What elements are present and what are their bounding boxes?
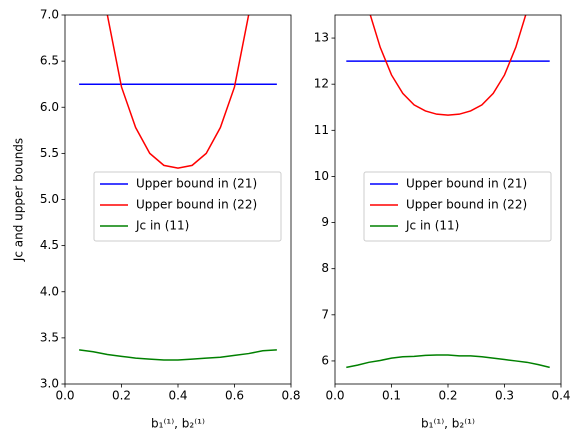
x-axis-label: b₁⁽¹⁾, b₂⁽¹⁾ [421,417,475,431]
y-tick-label: 10 [314,169,329,183]
legend-label: Jc in (11) [405,219,459,233]
x-tick-label: 0.2 [438,389,457,403]
legend-label: Upper bound in (22) [136,198,257,212]
y-tick-label: 6.0 [40,100,59,114]
x-tick-label: 0.4 [551,389,570,403]
y-tick-label: 5.5 [40,146,59,160]
x-tick-label: 0.1 [382,389,401,403]
x-tick-label: 0.0 [325,389,344,403]
y-tick-label: 6.5 [40,54,59,68]
series-line [79,349,277,361]
y-tick-label: 6 [321,353,329,367]
y-tick-label: 4.0 [40,284,59,298]
y-axis-label: Jc and upper bounds [12,138,26,262]
x-axis-label: b₁⁽¹⁾, b₂⁽¹⁾ [151,417,205,431]
x-tick-label: 0.4 [168,389,187,403]
y-tick-label: 9 [321,215,329,229]
y-tick-label: 7 [321,307,329,321]
y-tick-label: 13 [314,31,329,45]
y-tick-label: 3.5 [40,330,59,344]
y-tick-label: 8 [321,261,329,275]
plot-area [346,15,550,369]
legend: Upper bound in (21) Upper bound in (22) Jc… [363,171,552,242]
x-tick-label: 0.6 [225,389,244,403]
x-tick-label: 0.3 [495,389,514,403]
plot-area [79,15,277,361]
y-tick-label: 7.0 [40,8,59,22]
legend-label: Upper bound in (21) [406,177,527,191]
legend-label: Upper bound in (21) [136,177,257,191]
legend-box [363,171,552,242]
series-line [106,15,250,169]
x-tick-label: 0.2 [112,389,131,403]
y-tick-label: 11 [314,123,329,137]
y-tick-label: 3.0 [40,377,59,391]
x-tick-label: 0.0 [55,389,74,403]
series-line [369,15,527,116]
y-tick-label: 12 [314,77,329,91]
legend-label: Jc in (11) [135,219,189,233]
series-line [346,354,550,369]
y-tick-label: 4.5 [40,238,59,252]
legend: Upper bound in (21) Upper bound in (22) Jc… [93,171,282,242]
legend-label: Upper bound in (22) [406,198,527,212]
y-tick-label: 5.0 [40,192,59,206]
x-tick-label: 0.8 [281,389,300,403]
legend-box [93,171,282,242]
